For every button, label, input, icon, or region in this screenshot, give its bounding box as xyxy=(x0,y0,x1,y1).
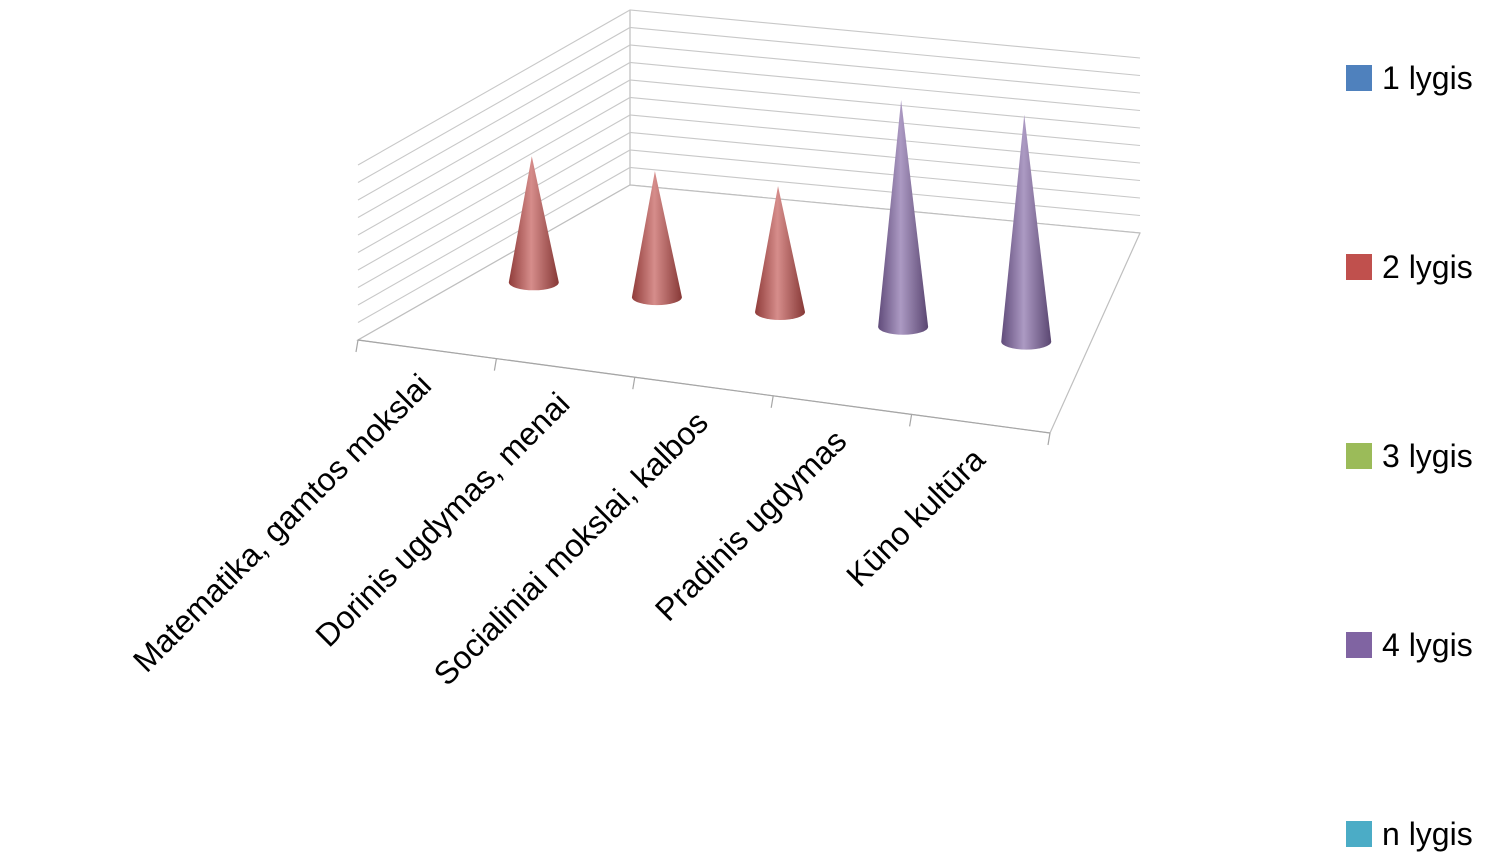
cone-2-lygis xyxy=(755,185,806,320)
legend-item: 1 lygis xyxy=(1346,58,1473,98)
gridline xyxy=(357,79,1141,236)
legend-label: 2 lygis xyxy=(1382,248,1473,285)
cone-4-lygis xyxy=(878,99,929,335)
gridline xyxy=(357,44,1141,201)
x-tick xyxy=(770,395,774,408)
x-tick-label: Socialiniai mokslai, kalbos xyxy=(427,404,715,692)
legend-item: 4 lygis xyxy=(1346,625,1473,665)
data-cones xyxy=(508,99,1052,350)
cone-mark xyxy=(631,171,682,306)
gridline xyxy=(357,61,1141,218)
legend-label: 4 lygis xyxy=(1382,626,1473,663)
cone-4-lygis xyxy=(1001,114,1052,350)
gridline xyxy=(357,131,1141,288)
x-axis-line xyxy=(357,339,1051,434)
x-tick xyxy=(1047,432,1051,446)
legend: 1 lygis 2 lygis 3 lygis 4 lygis n lygis xyxy=(1346,50,1512,852)
gridline xyxy=(357,26,1141,183)
legend-item: 2 lygis xyxy=(1346,247,1473,287)
cone-mark xyxy=(755,185,806,320)
legend-label: n lygis xyxy=(1382,815,1473,852)
legend-label: 3 lygis xyxy=(1382,437,1473,474)
legend-swatch xyxy=(1346,443,1372,469)
gridline xyxy=(357,114,1141,271)
x-tick-label: Matematika, gamtos mokslai xyxy=(126,367,438,679)
legend-label: 1 lygis xyxy=(1382,59,1473,96)
legend-swatch xyxy=(1346,254,1372,280)
cone-mark xyxy=(1001,114,1052,350)
x-tick xyxy=(493,358,497,371)
cone-2-lygis xyxy=(508,156,559,291)
x-tick-label: Dorinis ugdymas, menai xyxy=(308,385,576,653)
x-tick-label: Kūno kultūra xyxy=(839,441,992,594)
x-tick xyxy=(909,414,913,427)
cone-mark xyxy=(508,156,559,291)
x-tick xyxy=(355,339,359,353)
gridlines xyxy=(357,9,1141,323)
legend-swatch xyxy=(1346,632,1372,658)
gridline xyxy=(357,166,1141,323)
x-tick xyxy=(632,377,636,390)
gridline xyxy=(357,96,1141,253)
cone-mark xyxy=(878,99,929,335)
gridline xyxy=(357,149,1141,306)
legend-swatch xyxy=(1346,65,1372,91)
gridline xyxy=(357,9,1141,166)
cone-2-lygis xyxy=(631,171,682,306)
legend-swatch xyxy=(1346,821,1372,847)
legend-item: 3 lygis xyxy=(1346,436,1473,476)
x-axis-ticks xyxy=(355,339,1051,446)
legend-item: n lygis xyxy=(1346,814,1473,854)
